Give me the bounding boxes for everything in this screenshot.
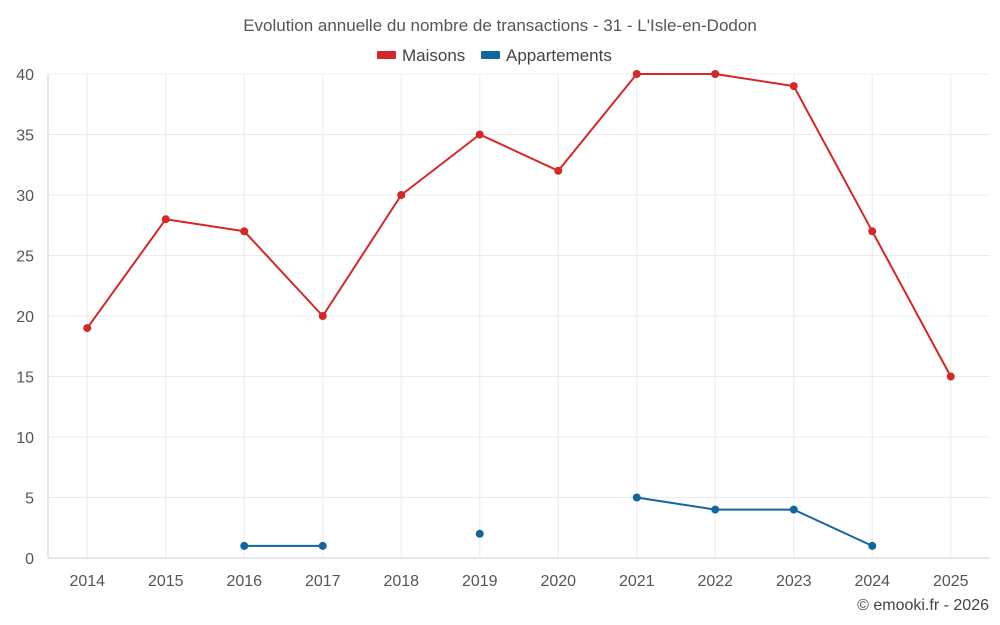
data-point-appartements[interactable]	[868, 541, 877, 550]
data-point-maisons[interactable]	[83, 324, 92, 333]
y-tick-label: 15	[16, 370, 34, 387]
data-point-maisons[interactable]	[161, 215, 170, 224]
x-tick-label: 2025	[933, 573, 969, 590]
series-line-maisons	[86, 73, 952, 377]
chart-title: Evolution annuelle du nombre de transact…	[243, 16, 757, 35]
y-tick-label: 40	[16, 67, 34, 84]
data-point-maisons[interactable]	[632, 70, 641, 78]
legend-swatch-maisons	[377, 51, 396, 59]
data-point-maisons[interactable]	[475, 130, 484, 139]
x-tick-label: 2021	[619, 573, 655, 590]
data-point-maisons[interactable]	[946, 372, 955, 381]
y-tick-label: 30	[16, 188, 34, 205]
legend-item-maisons[interactable]: Maisons	[377, 46, 465, 65]
y-tick-label: 25	[16, 249, 34, 266]
series	[83, 70, 955, 550]
y-tick-label: 20	[16, 309, 34, 326]
data-point-maisons[interactable]	[711, 70, 720, 78]
series-line-appartements	[636, 496, 873, 547]
y-tick-label: 10	[16, 430, 34, 447]
data-point-maisons[interactable]	[789, 82, 798, 91]
legend: Maisons Appartements	[377, 46, 612, 65]
gridlines	[48, 73, 990, 558]
x-tick-label: 2015	[148, 573, 184, 590]
legend-label-maisons: Maisons	[402, 46, 465, 65]
series-maisons	[83, 70, 955, 381]
legend-label-appartements: Appartements	[506, 46, 612, 65]
y-tick-label: 5	[25, 491, 34, 508]
data-point-maisons[interactable]	[554, 166, 563, 175]
x-axis-tick-labels: 2014 2015 2016 2017 2018 2019 2020 2021 2022 2023…	[69, 573, 968, 590]
data-point-appartements[interactable]	[240, 541, 249, 550]
data-point-maisons[interactable]	[868, 227, 877, 236]
x-tick-label: 2017	[305, 573, 341, 590]
data-point-appartements[interactable]	[711, 505, 720, 514]
data-point-appartements[interactable]	[318, 541, 327, 550]
data-point-maisons[interactable]	[240, 227, 249, 236]
legend-swatch-appartements	[481, 51, 500, 59]
y-axis-tick-labels: 0 5 10 15 20 25 30 35 40	[16, 67, 34, 568]
data-point-maisons[interactable]	[397, 191, 406, 199]
data-point-appartements[interactable]	[632, 493, 641, 502]
data-point-appartements[interactable]	[789, 505, 798, 514]
x-tick-label: 2024	[854, 573, 890, 590]
x-tick-label: 2019	[462, 573, 498, 590]
y-tick-label: 0	[25, 551, 34, 568]
axes	[47, 74, 990, 559]
x-tick-label: 2023	[776, 573, 812, 590]
x-tick-label: 2016	[226, 573, 262, 590]
data-point-appartements[interactable]	[475, 529, 484, 538]
legend-item-appartements[interactable]: Appartements	[481, 46, 612, 65]
x-tick-label: 2022	[697, 573, 733, 590]
x-tick-label: 2018	[383, 573, 419, 590]
data-point-maisons[interactable]	[318, 312, 327, 320]
y-tick-label: 35	[16, 128, 34, 145]
series-appartements	[240, 493, 877, 550]
x-tick-label: 2014	[69, 573, 105, 590]
x-tick-label: 2020	[540, 573, 576, 590]
credit-text: © emooki.fr - 2026	[857, 597, 989, 614]
